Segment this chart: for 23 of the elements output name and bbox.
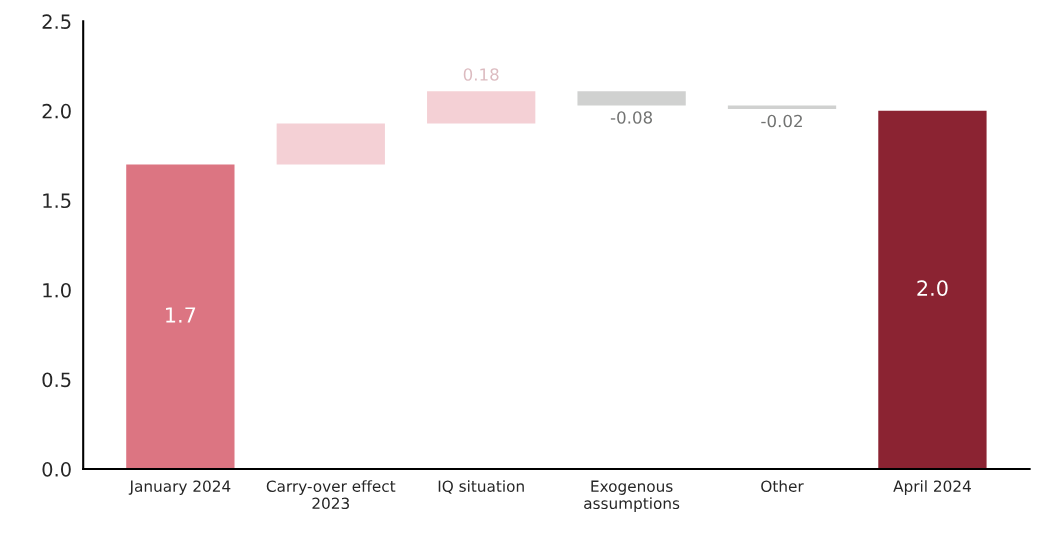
data-label: 0.18	[463, 68, 499, 81]
data-label: -0.02	[761, 114, 802, 128]
bar	[577, 91, 686, 106]
bar	[878, 110, 987, 470]
y-tick-label: 2.5	[42, 14, 71, 29]
y-tick-label: 1.5	[43, 193, 71, 209]
y-tick-label: 0.5	[42, 372, 71, 388]
x-tick-label: IQ situation	[438, 480, 524, 494]
x-tick-label: Other	[761, 480, 804, 492]
x-tick-label: January 2024	[128, 480, 231, 495]
y-tick-label: 2.0	[42, 103, 71, 119]
y-tick-label: 0.0	[42, 462, 71, 477]
bar	[126, 164, 235, 470]
x-tick-label: Carry-over effect 2023	[266, 480, 396, 510]
y-tick-label: 1.0	[43, 282, 71, 298]
data-label: 1.7	[166, 307, 196, 323]
bar	[427, 91, 536, 124]
data-label: 2.0	[917, 280, 948, 296]
bar	[276, 123, 385, 165]
data-label: -0.08	[610, 111, 653, 124]
x-tick-label: Exogenous assumptions	[584, 480, 680, 513]
bar	[727, 105, 837, 110]
x-tick-label: April 2024	[893, 480, 971, 495]
